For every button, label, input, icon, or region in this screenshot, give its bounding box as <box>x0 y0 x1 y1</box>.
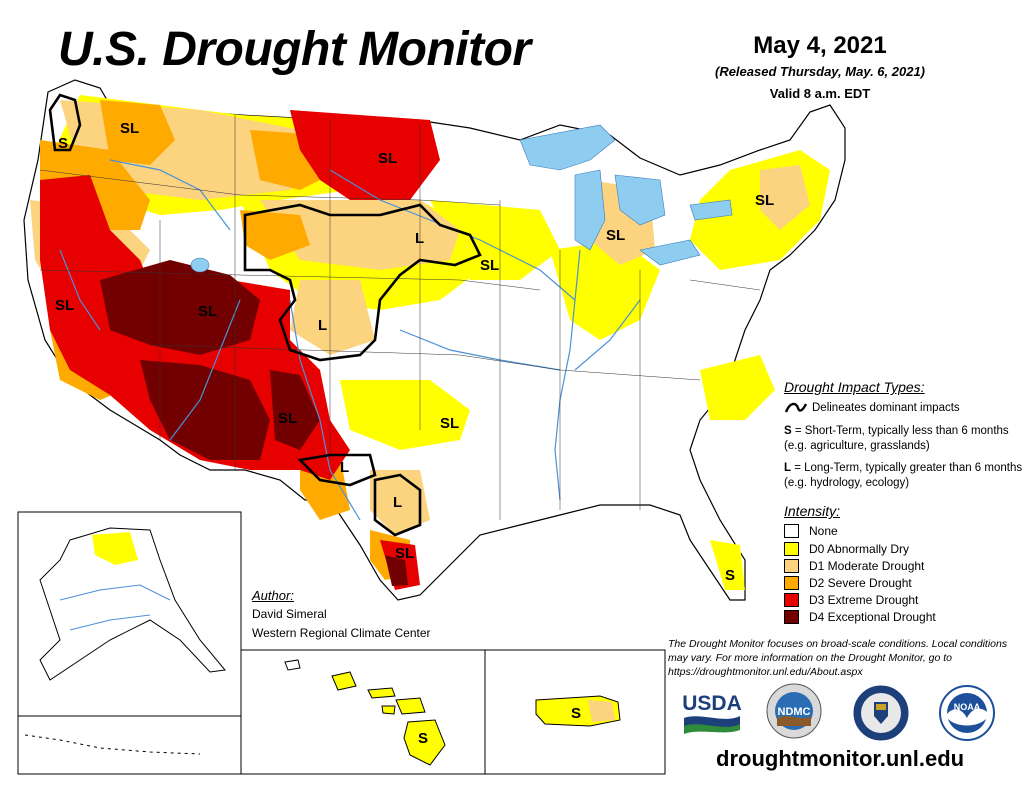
svg-text:NOAA: NOAA <box>954 702 981 712</box>
release-date: (Released Thursday, May. 6, 2021) <box>714 64 926 79</box>
label-l-texas-central: L <box>393 494 402 511</box>
label-s-oregon: S <box>58 135 68 152</box>
aleutian-islands <box>24 734 201 755</box>
label-sl-new-mexico: SL <box>278 410 297 427</box>
noaa-logo: NOAA <box>939 685 995 741</box>
map-date: May 4, 2021 <box>753 32 887 59</box>
legend-item-d4: D4 Exceptional Drought <box>784 610 936 624</box>
label-sl-north-dakota: SL <box>378 150 397 167</box>
legend-item-d3: D3 Extreme Drought <box>784 593 918 607</box>
legend-item-d1: D1 Moderate Drought <box>784 559 924 573</box>
hawaii-inset-frame <box>240 649 486 775</box>
label-sl-idaho: SL <box>120 120 139 137</box>
legend-item-none: None <box>784 524 838 538</box>
great-salt-lake <box>190 257 210 273</box>
label-sl-new-york: SL <box>755 192 774 209</box>
great-lakes <box>519 124 733 266</box>
website-url: droughtmonitor.unl.edu <box>716 746 965 771</box>
hawaii-islands <box>284 659 446 766</box>
usda-logo: USDA <box>682 692 742 734</box>
legend-swatch <box>784 524 799 538</box>
legend-swatch <box>784 576 799 590</box>
label-sl-utah: SL <box>198 303 217 320</box>
state-lines <box>39 115 761 520</box>
commerce-logo <box>853 685 909 741</box>
impact-line-symbol <box>784 402 808 413</box>
legend-swatch <box>784 542 799 556</box>
aleutians-inset-frame <box>17 715 242 775</box>
d4-regions <box>100 260 408 586</box>
author-organization: Western Regional Climate Center <box>252 626 431 640</box>
label-l-colorado: L <box>318 317 327 334</box>
label-l-texas-west: L <box>340 459 349 476</box>
svg-text:NDMC: NDMC <box>778 706 811 718</box>
label-s-florida: S <box>725 567 735 584</box>
impact-types-title: Drought Impact Types: <box>784 379 925 395</box>
puerto-rico-d1-region <box>588 700 615 722</box>
impact-line-label: Delineates dominant impacts <box>812 402 960 414</box>
valid-time: Valid 8 a.m. EDT <box>769 86 871 101</box>
label-sl-texas: SL <box>440 415 459 432</box>
legend-item-d0: D0 Abnormally Dry <box>784 542 909 556</box>
short-term-description: S = Short-Term, typically less than 6 mo… <box>784 425 1009 452</box>
author-title: Author: <box>252 588 294 603</box>
disclaimer-note: The Drought Monitor focuses on broad-sca… <box>668 638 1008 678</box>
rivers <box>59 159 641 521</box>
legend-swatch <box>784 610 799 624</box>
label-s-puerto-rico: S <box>571 705 581 722</box>
intensity-title: Intensity: <box>784 503 841 519</box>
map-title: U.S. Drought Monitor <box>58 23 531 76</box>
label-l-nebraska: L <box>415 230 424 247</box>
legend-swatch <box>784 593 799 607</box>
legend-item-d2: D2 Severe Drought <box>784 576 912 590</box>
impact-boundaries <box>48 93 482 537</box>
alaska-shape <box>39 527 226 681</box>
alaska-rivers <box>59 584 171 631</box>
label-sl-texas-south: SL <box>395 545 414 562</box>
svg-text:USDA: USDA <box>682 692 742 715</box>
legend-swatch <box>784 559 799 573</box>
ndmc-logo: NDMC <box>766 683 822 739</box>
label-sl-california: SL <box>55 297 74 314</box>
alaska-d0-region <box>92 532 138 565</box>
author-name: David Simeral <box>252 607 327 621</box>
label-sl-iowa: SL <box>480 257 499 274</box>
long-term-description: L = Long-Term, typically greater than 6 … <box>784 462 1023 489</box>
label-sl-michigan: SL <box>606 227 625 244</box>
label-s-hawaii: S <box>418 730 428 747</box>
